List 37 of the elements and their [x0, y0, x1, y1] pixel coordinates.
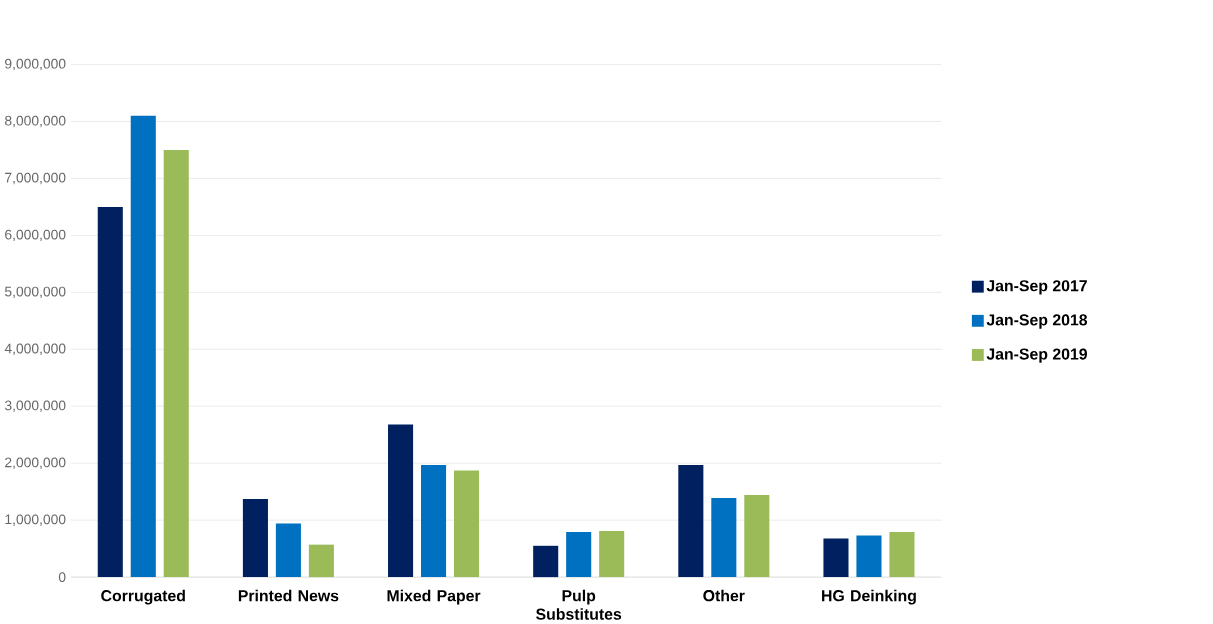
- x-tick-label: Other: [703, 589, 745, 602]
- bar: [856, 535, 882, 578]
- x-tick-label: Pulp Substitutes: [536, 589, 622, 620]
- x-tick-label: HG Deinking: [822, 589, 916, 605]
- y-tick-label: 3,000,000: [4, 400, 66, 412]
- y-tick-label: 8,000,000: [5, 115, 66, 128]
- y-tick-label: 6,000,000: [5, 229, 66, 242]
- bar: [599, 530, 625, 578]
- x-tick-label: Mixed Paper: [387, 589, 481, 605]
- bar: [566, 532, 592, 578]
- legend-label: Jan-Sep 2018: [986, 314, 1088, 329]
- bar: [889, 532, 915, 578]
- bar: [130, 115, 156, 578]
- legend-label: Jan-Sep 2017: [986, 280, 1087, 295]
- bar: [97, 206, 123, 578]
- bar: [678, 464, 704, 578]
- y-tick-label: 4,000,000: [4, 343, 66, 355]
- bar: [454, 470, 480, 578]
- bar: [823, 538, 849, 578]
- y-tick-label: 7,000,000: [5, 172, 66, 185]
- bar: [308, 544, 334, 578]
- legend-label: Jan-Sep 2019: [986, 348, 1087, 363]
- bar: [421, 464, 447, 578]
- bar: [388, 424, 414, 578]
- bar: [275, 523, 301, 578]
- bar: [242, 498, 268, 578]
- y-tick-label: 2,000,000: [5, 457, 66, 469]
- x-tick-label: Corrugated: [101, 589, 185, 605]
- y-tick-label: 9,000,000: [5, 58, 66, 71]
- x-tick-label: Printed News: [238, 589, 339, 602]
- y-tick-label: 1,000,000: [5, 514, 66, 526]
- bar: [533, 545, 559, 578]
- bar: [163, 149, 189, 578]
- bar: [711, 497, 737, 578]
- y-tick-label: 5,000,000: [4, 286, 66, 298]
- y-tick-label: 0: [58, 572, 66, 582]
- bar: [744, 495, 770, 578]
